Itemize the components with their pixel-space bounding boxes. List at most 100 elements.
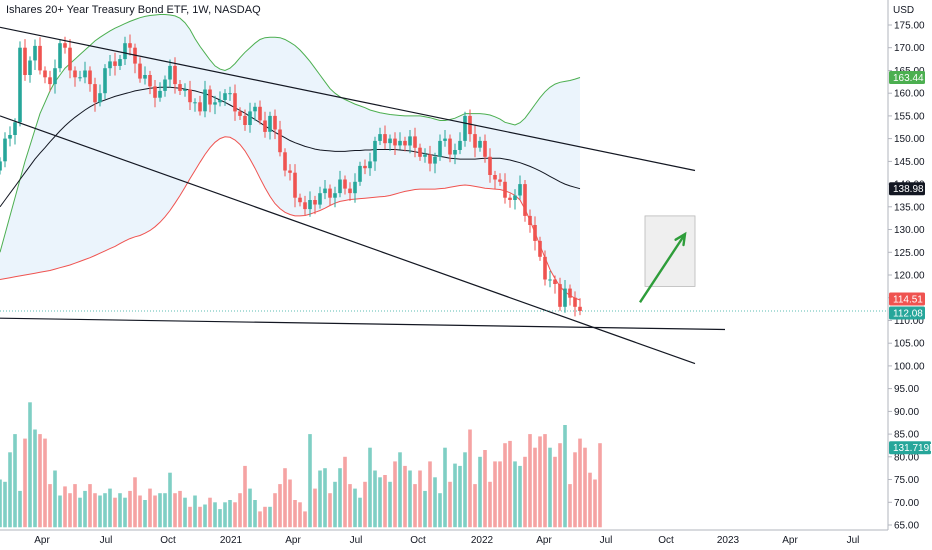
volume-bar [413,484,417,528]
candle-body [508,197,512,200]
candle-body [108,61,112,69]
time-tick-label: 2023 [717,535,740,546]
volume-bar [38,434,42,528]
candle-body [353,181,357,194]
volume-bar [593,479,597,528]
candle-body [463,115,467,141]
candle-body [323,188,327,194]
price-tick-label: 65.00 [894,521,919,532]
price-badge [889,71,925,84]
currency-label: USD [893,5,914,16]
time-tick-label: 2022 [471,535,494,546]
candle-body [293,172,297,198]
candle-body [13,122,17,135]
volume-bar [193,495,197,528]
volume-bar [388,481,392,528]
volume-bar [418,470,422,528]
price-tick-label: 100.00 [894,361,925,372]
volume-bar [153,495,157,528]
target-box [644,215,696,287]
candle-body [68,47,72,71]
volume-bar [298,502,302,528]
volume-bar [273,493,277,528]
candle-body [58,43,62,69]
volume-bar [8,452,12,528]
volume-bar [468,429,472,528]
volume-bar [138,495,142,528]
time-tick-label: Jul [100,535,113,546]
candle-body [468,115,472,135]
trendline-upper-channel [0,26,696,172]
candle-body [173,65,177,85]
volume-bar [478,456,482,528]
trendlines[interactable] [0,26,726,365]
candle-body [563,288,567,307]
candlesticks[interactable] [0,34,582,317]
candle-body [423,154,427,157]
candle-body [378,134,382,141]
candle-body [523,184,527,216]
candle-body [373,140,377,162]
volume-bar [518,465,522,528]
price-tick-label: 75.00 [894,475,919,486]
price-tick-label: 130.00 [894,225,925,236]
candle-body [328,188,332,198]
annotations[interactable] [0,215,888,312]
volume-bar [133,477,137,528]
volume-bar [58,495,62,528]
volume-bar [13,434,17,528]
candle-body [573,297,577,307]
candle-body [453,150,457,155]
candle-body [388,138,392,144]
time-tick-label: 2021 [220,535,243,546]
candle-body [53,68,57,85]
candle-body [98,93,102,103]
candle-body [268,115,272,132]
volume-bar [228,500,232,528]
volume-bar [453,463,457,528]
candle-body [78,77,82,79]
candle-body [213,102,217,105]
lower-band-line [0,136,581,301]
target-arrow [638,233,687,303]
candle-body [358,165,362,182]
candle-body [188,89,192,103]
volume-bar [368,447,372,528]
price-badge-label: 112.08 [893,309,923,320]
volume-bar [118,493,122,528]
volume-bar [18,490,22,528]
candle-body [343,179,347,189]
price-badge-label: 131.719M [893,443,932,454]
time-tick-label: Jul [847,535,860,546]
candle-body [313,200,317,205]
candle-body [513,195,517,200]
volume-bar [268,506,272,528]
volume-bar [563,425,567,528]
candle-body [478,140,482,148]
candle-body [258,106,262,121]
candle-body [38,45,42,71]
volume-bar [398,452,402,528]
candle-body [23,47,27,75]
time-tick-label: Jul [600,535,613,546]
price-badge [889,441,931,455]
volume-bar [338,468,342,528]
candle-body [553,279,557,284]
volume-bar [438,493,442,528]
volume-bar [528,434,532,528]
candle-body [73,70,77,78]
time-tick-label: Oct [160,535,176,546]
volume-bar [93,493,97,528]
volume-bar [403,465,407,528]
price-badge [889,182,925,196]
volume-bar [98,495,102,528]
price-tick-label: 120.00 [894,271,925,282]
price-tick-label: 70.00 [894,498,919,509]
candle-body [333,193,337,198]
candle-body [83,70,87,78]
volume-bar [353,488,357,528]
candle-body [138,63,142,79]
volume-bar [508,440,512,528]
candle-body [278,129,282,153]
